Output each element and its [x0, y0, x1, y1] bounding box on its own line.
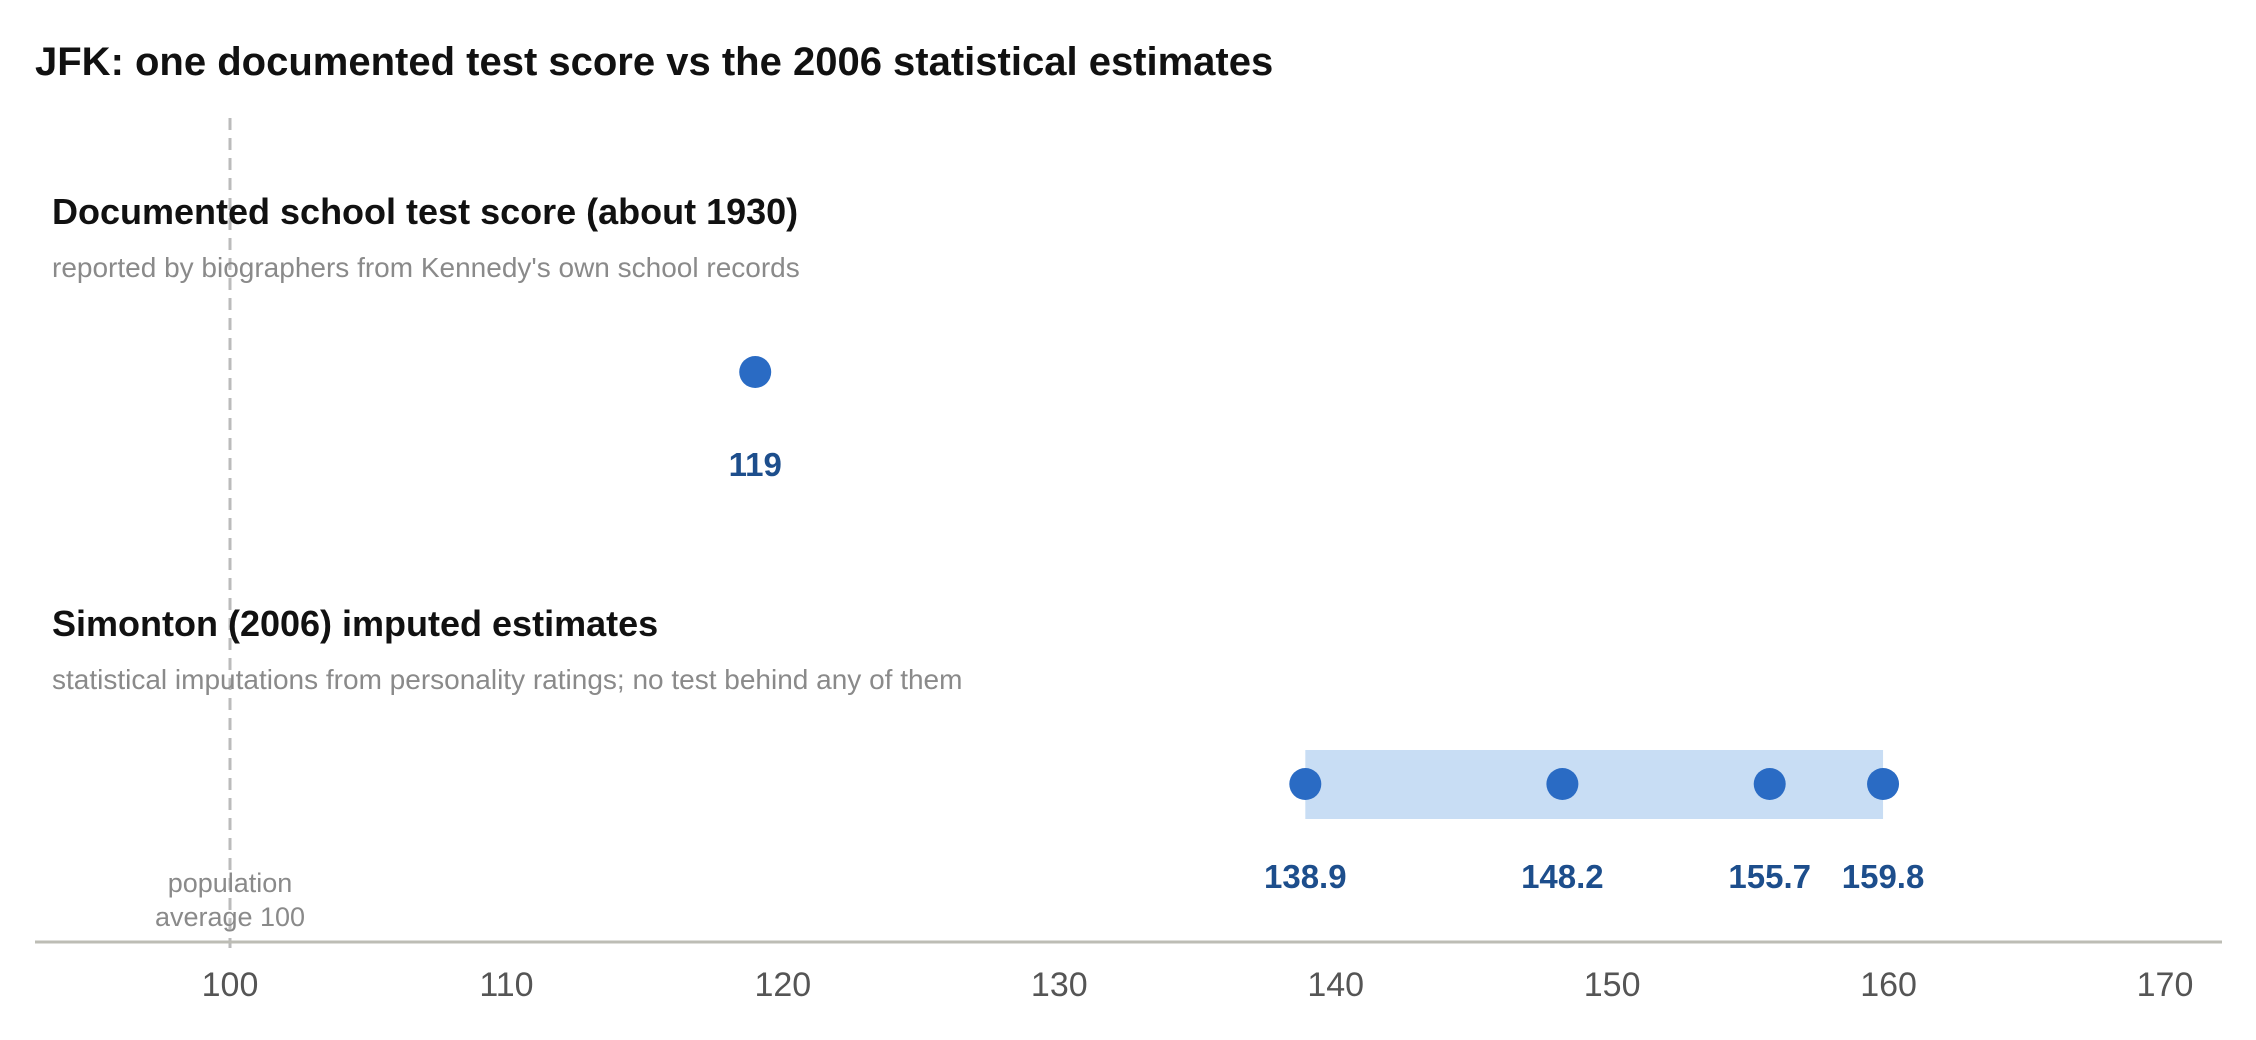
simonton-range-band [1305, 750, 1884, 819]
reference-label-line2: average 100 [155, 902, 305, 932]
data-label: 138.9 [1264, 858, 1347, 895]
x-tick-label: 120 [754, 966, 811, 1004]
x-tick-label: 110 [479, 966, 533, 1004]
group-documented-title: Documented school test score (about 1930… [52, 191, 798, 232]
chart-title: JFK: one documented test score vs the 20… [35, 40, 1273, 84]
x-tick-label: 130 [1031, 966, 1088, 1004]
x-tick-label: 150 [1584, 966, 1641, 1004]
data-label: 159.8 [1842, 858, 1925, 895]
x-tick-label: 160 [1860, 966, 1917, 1004]
data-label: 148.2 [1521, 858, 1604, 895]
group-simonton-title: Simonton (2006) imputed estimates [52, 603, 658, 644]
data-point [1867, 768, 1900, 800]
reference-label-line1: population [168, 868, 293, 898]
data-point [1546, 768, 1579, 800]
x-tick-label: 170 [2137, 966, 2194, 1004]
data-point [1289, 768, 1322, 800]
data-label: 155.7 [1728, 858, 1811, 895]
x-axis-ticks: 100 110 120 130 140 150 160 170 [202, 966, 2194, 1004]
x-tick-label: 100 [202, 966, 259, 1004]
data-label: 119 [729, 446, 782, 483]
x-tick-label: 140 [1307, 966, 1364, 1004]
group-documented-subtitle: reported by biographers from Kennedy's o… [52, 252, 800, 283]
data-point [739, 356, 772, 388]
data-labels: 119 138.9 148.2 155.7 159.8 [729, 446, 1925, 895]
data-point [1753, 768, 1786, 800]
group-simonton-subtitle: statistical imputations from personality… [52, 664, 962, 695]
data-points [739, 356, 1900, 800]
